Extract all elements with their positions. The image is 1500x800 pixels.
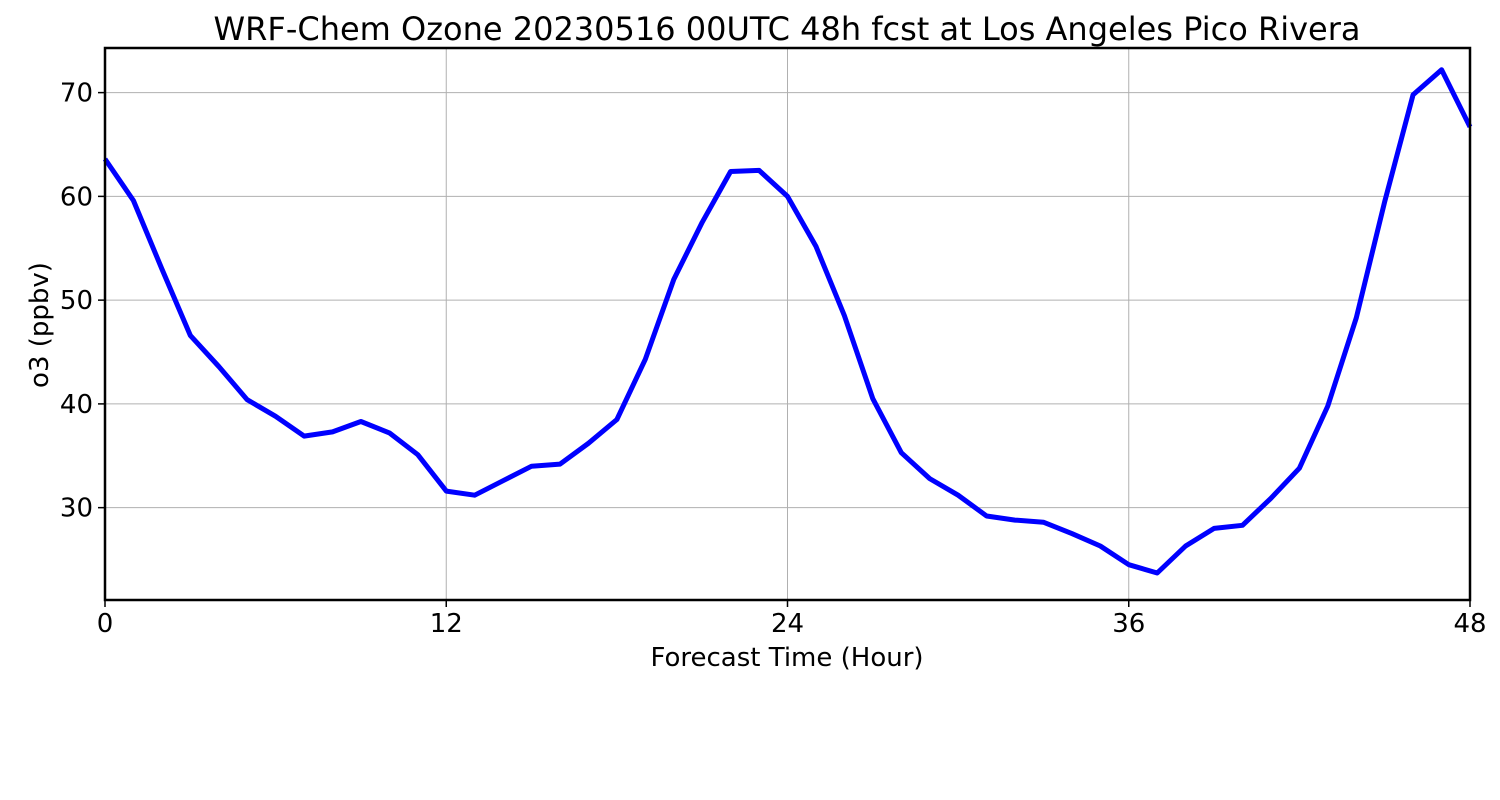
data-point	[332, 431, 333, 433]
data-point	[673, 278, 675, 280]
data-point	[531, 465, 533, 467]
grid	[104, 48, 1471, 600]
data-point	[1441, 69, 1443, 71]
x-tick-label: 0	[97, 609, 114, 639]
data-point	[1099, 545, 1101, 547]
y-tick-label: 40	[60, 390, 93, 420]
data-point	[189, 334, 191, 336]
data-point	[929, 478, 931, 480]
data-point	[1298, 467, 1300, 469]
x-tick-label: 24	[771, 609, 804, 639]
data-point	[843, 315, 845, 317]
data-point	[218, 366, 220, 368]
data-point	[1384, 201, 1386, 203]
x-tick-label: 48	[1453, 609, 1486, 639]
data-point	[502, 480, 504, 482]
data-point	[1270, 497, 1272, 499]
data-point	[388, 432, 390, 434]
y-axis-ticks: 30 40 50 60 70	[60, 79, 105, 524]
data-point	[161, 268, 163, 270]
y-tick-label: 70	[60, 79, 93, 109]
y-tick-label: 60	[60, 182, 93, 212]
data-point	[559, 463, 561, 465]
x-tick-label: 12	[430, 609, 463, 639]
x-axis-label: Forecast Time (Hour)	[650, 643, 923, 673]
data-point	[1156, 572, 1158, 574]
data-point	[275, 415, 277, 417]
data-point	[872, 398, 874, 400]
data-point	[616, 418, 618, 420]
data-point	[445, 490, 447, 492]
data-point	[1355, 317, 1357, 319]
data-point	[815, 245, 817, 247]
data-point	[1128, 564, 1130, 566]
data-point	[730, 170, 732, 172]
data-point	[303, 435, 305, 437]
data-point	[986, 515, 988, 517]
data-point	[132, 200, 134, 202]
data-point	[474, 494, 476, 496]
y-tick-label: 50	[60, 286, 93, 316]
data-point	[246, 399, 248, 401]
data-point	[1014, 519, 1016, 521]
chart-title: WRF-Chem Ozone 20230516 00UTC 48h fcst a…	[214, 10, 1361, 48]
data-point	[587, 442, 589, 444]
data-point	[1185, 545, 1187, 547]
data-point	[1412, 94, 1414, 96]
data-point	[644, 358, 646, 360]
data-point	[1042, 521, 1044, 523]
x-tick-label: 36	[1112, 609, 1145, 639]
y-axis-label: o3 (ppbv)	[25, 262, 55, 388]
data-point	[900, 452, 902, 454]
data-point	[1213, 527, 1215, 529]
data-point	[701, 221, 703, 223]
data-point	[758, 169, 760, 171]
data-point	[957, 494, 959, 496]
data-point	[417, 454, 419, 456]
data-point	[1071, 533, 1073, 535]
data-point	[1242, 524, 1243, 526]
x-axis-ticks: 0 12 24 36 48	[97, 600, 1487, 639]
y-tick-label: 30	[60, 494, 93, 524]
data-point	[787, 195, 788, 197]
data-point	[1327, 405, 1329, 407]
data-point	[360, 421, 362, 423]
